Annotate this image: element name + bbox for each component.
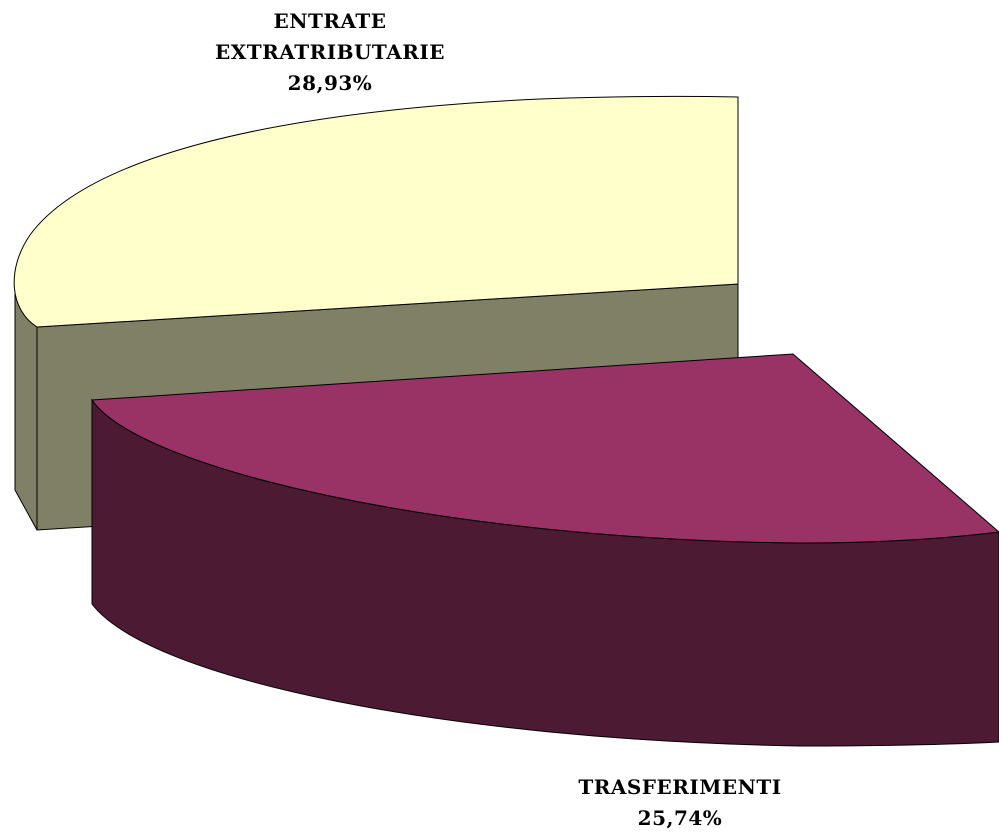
slice-trasferimenti-top [91,353,999,544]
slice-entrate-top [13,95,739,328]
slice-label-line-1: TRASFERIMENTI [578,775,782,799]
slice-value-label: 28,93% [287,71,373,95]
slice-label-trasferimenti: TRASFERIMENTI 25,74% [535,772,825,834]
slice-label-entrate: ENTRATE EXTRATRIBUTARIE 28,93% [160,6,500,99]
slice-label-line-1: ENTRATE [273,9,387,33]
slice-label-line-2: EXTRATRIBUTARIE [215,40,445,64]
slice-value-label: 25,74% [637,806,723,830]
pie-slice-trasferimenti [91,353,999,747]
